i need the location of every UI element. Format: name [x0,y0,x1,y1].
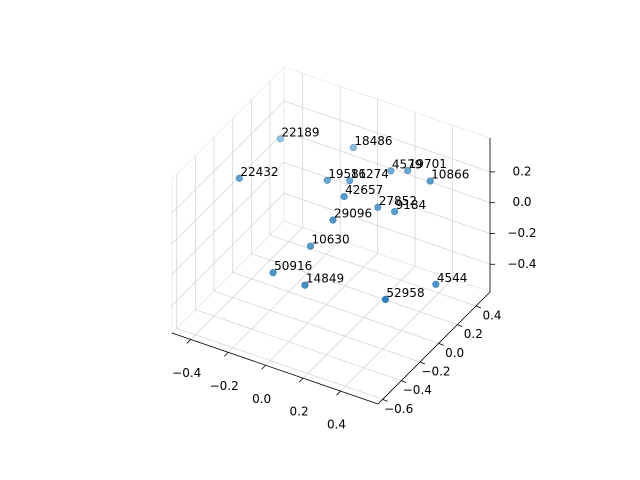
point [381,295,390,304]
y-tick-label: −0.2 [421,365,450,379]
point-label: 42657 [345,183,383,197]
point [432,280,440,288]
point-label: 18486 [354,134,392,148]
point-label: 19701 [409,157,447,171]
x-tick [261,364,266,370]
point-label: 50916 [274,259,312,273]
point [269,269,277,277]
y-axis [377,291,491,405]
grid-line [171,192,285,306]
y-tick [438,342,444,346]
x-tick [223,352,229,357]
point-label: 27852 [379,194,417,208]
y-tick [475,305,482,309]
y-tick-label: 0.2 [464,327,483,341]
point [426,177,434,185]
point-label: 10630 [311,233,349,247]
grid-line [171,100,285,214]
point [340,192,348,201]
x-tick-label: 0.2 [290,405,309,419]
point [306,242,315,250]
grid-line [171,131,285,244]
point [349,143,357,152]
pane-left [171,66,285,334]
grid-line [195,309,402,382]
point [387,167,395,175]
grid-line [283,162,491,234]
grid-line [251,253,458,326]
grid-line [213,290,421,363]
point-label: 52958 [386,286,424,300]
grid-line [283,131,491,204]
point [329,216,337,224]
grid-line [283,192,491,265]
y-tick [382,398,388,402]
point-label: 29096 [334,207,372,221]
point-label: 4544 [437,271,468,285]
y-tick [457,324,463,328]
point [301,281,309,289]
y-tick-label: 0.4 [482,309,501,323]
grid-line [302,265,416,379]
grid-line [265,252,378,366]
point-label: 16274 [351,167,389,181]
grid-line [171,162,285,275]
point-label: 10866 [431,168,469,182]
point [235,174,243,182]
point-label: 14849 [306,272,344,286]
point [323,176,331,184]
x-tick [298,377,304,383]
grid-line [190,227,304,340]
y-tick [419,361,426,365]
point [404,166,412,175]
x-tick-label: −0.2 [210,379,239,393]
x-tick-label: −0.4 [172,366,201,380]
grid-line [176,327,383,400]
point-label: 22432 [240,165,278,179]
y-tick [401,380,407,384]
point-label: 9184 [396,198,427,212]
x-tick [336,390,341,396]
point-label: 19581 [328,167,366,181]
z-tick-label: −0.4 [507,257,536,271]
x-axis [171,332,379,405]
grid-line [232,271,439,344]
y-tick-label: −0.4 [403,383,432,397]
z-tick-label: −0.2 [507,226,536,240]
z-tick-label: 0.0 [512,195,531,209]
point [374,203,382,211]
y-tick-label: 0.0 [445,346,464,360]
point [276,135,284,143]
x-tick [186,339,192,344]
point-label: 22189 [281,125,319,139]
x-tick-label: 0.0 [252,392,271,406]
y-tick-label: −0.6 [384,402,413,416]
x-tick-label: 0.4 [327,418,346,432]
point-label: 4579 [392,157,423,171]
grid-line [269,234,477,307]
point [391,207,399,216]
grid-line [227,240,341,353]
grid-line [283,100,491,173]
z-tick-label: 0.2 [512,164,531,178]
point [346,177,354,185]
grid-line [340,278,453,392]
